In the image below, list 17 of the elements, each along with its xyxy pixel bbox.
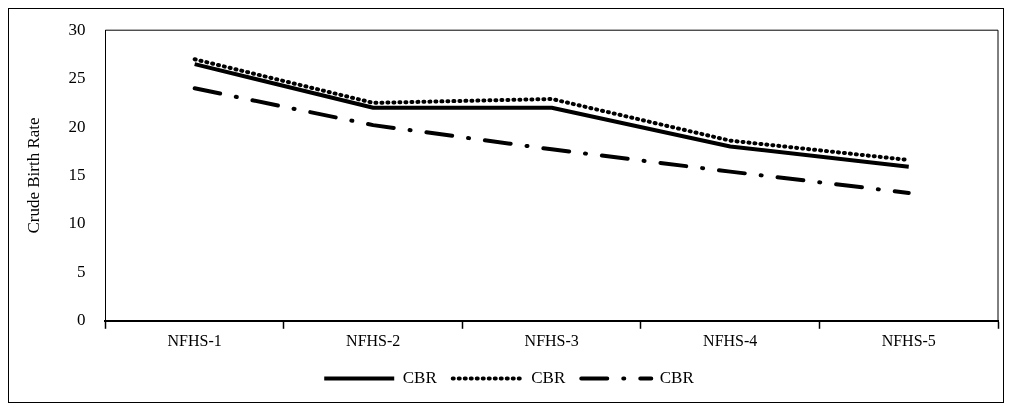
y-tick-label: 0 — [76, 310, 86, 330]
y-tick-label: 20 — [68, 116, 86, 136]
legend-label: CBR — [659, 367, 695, 387]
y-tick-label: 30 — [68, 19, 86, 39]
y-tick-label: 25 — [68, 68, 86, 88]
line-series — [192, 86, 911, 195]
x-tick-label: NFHS-4 — [703, 331, 758, 349]
y-axis-title: Crude Birth Rate — [23, 117, 43, 234]
y-tick-label: 15 — [68, 164, 86, 184]
y-tick-label: 5 — [76, 261, 86, 281]
x-tick-label: NFHS-2 — [346, 331, 401, 349]
legend-label: CBR — [531, 367, 566, 387]
y-tick-label: 10 — [68, 213, 86, 233]
x-tick-label: NFHS-5 — [881, 331, 936, 349]
x-tick-label: NFHS-1 — [167, 331, 222, 349]
x-tick-label: NFHS-3 — [524, 331, 579, 349]
legend-label: CBR — [402, 367, 438, 387]
